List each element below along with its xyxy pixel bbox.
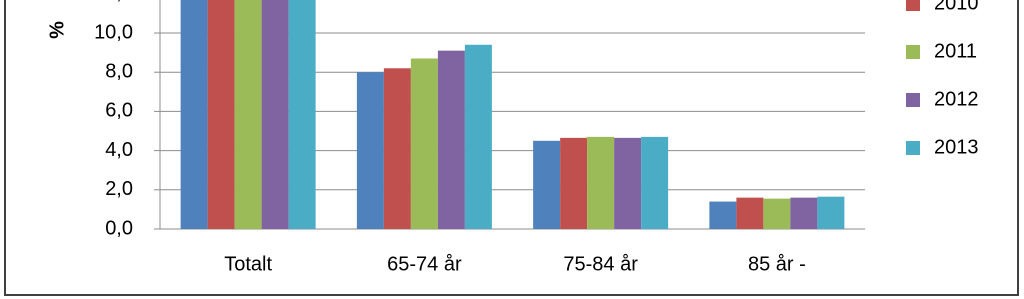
bar: [587, 136, 615, 229]
legend-label: 2012: [934, 88, 979, 110]
bar: [614, 137, 642, 229]
legend-swatch: [906, 141, 920, 155]
bar: [207, 0, 235, 229]
bar: [288, 0, 316, 229]
bar: [464, 44, 492, 230]
x-tick-label: 65-74 år: [387, 253, 462, 275]
bar: [261, 0, 289, 229]
bar: [641, 136, 669, 229]
y-tick-label: 8,0: [105, 60, 133, 82]
bar: [356, 72, 384, 229]
bar: [383, 68, 411, 229]
y-tick-label: 2,0: [105, 178, 133, 200]
x-tick-label: 75-84 år: [563, 253, 638, 275]
bar: [410, 58, 438, 230]
y-tick-label: 0,0: [105, 217, 133, 239]
x-tick-label: Totalt: [224, 253, 272, 275]
bar: [817, 196, 845, 229]
bar: [736, 197, 764, 229]
bar: [234, 0, 262, 229]
legend-label: 2013: [934, 136, 979, 158]
bar: [763, 198, 791, 229]
legend-swatch: [906, 0, 920, 11]
y-axis-label: %: [46, 21, 68, 39]
y-tick-label: 6,0: [105, 100, 133, 122]
legend-swatch: [906, 93, 920, 107]
bar: [180, 0, 208, 229]
legend-label: 2011: [934, 40, 977, 62]
bar: [560, 137, 588, 229]
bar: [709, 201, 737, 229]
legend-label: 2010: [934, 0, 979, 14]
bar: [437, 50, 465, 229]
legend-swatch: [906, 45, 920, 59]
y-tick-label: 4,0: [105, 139, 133, 161]
y-tick-label: 12,0: [94, 0, 133, 4]
x-tick-label: 85 år -: [748, 253, 806, 275]
y-tick-label: 10,0: [94, 21, 133, 43]
bar: [533, 140, 561, 229]
chart-border: [4, 0, 1019, 296]
bar: [790, 197, 818, 229]
